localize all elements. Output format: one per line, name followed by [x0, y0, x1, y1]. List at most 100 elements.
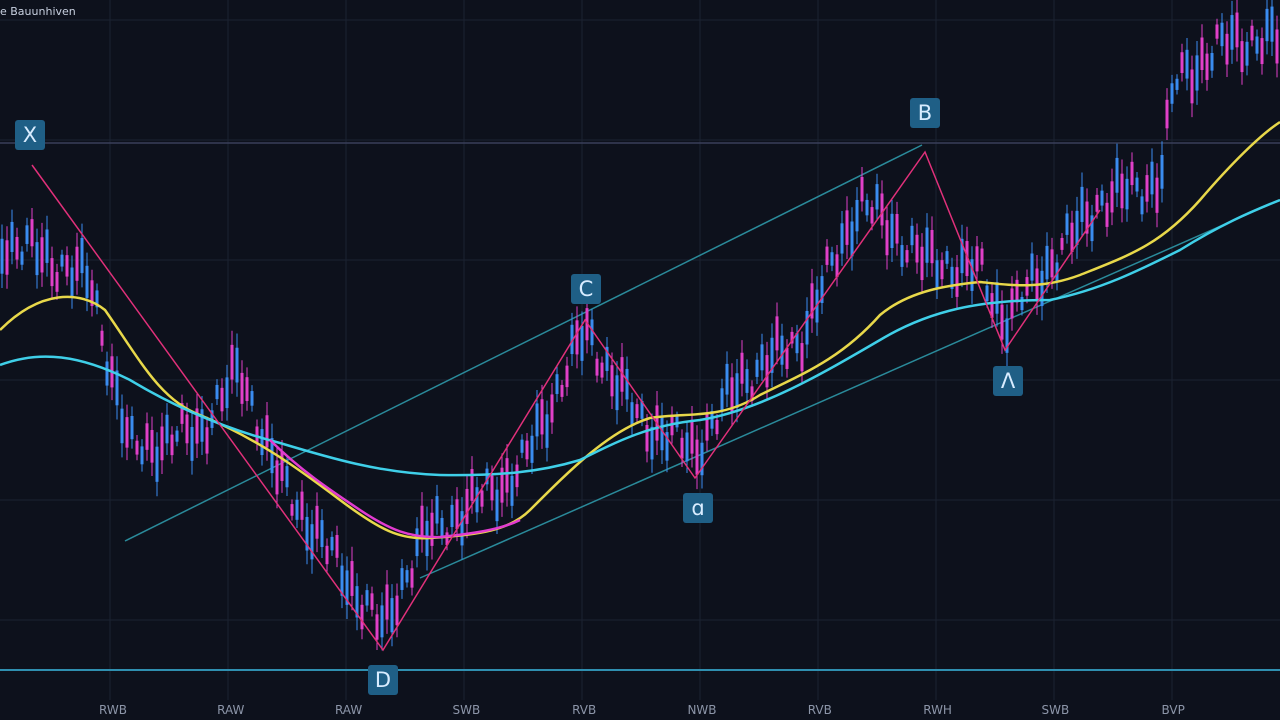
x-tick-label: BVP [1162, 703, 1185, 717]
candle-body [190, 426, 194, 461]
label-box [993, 366, 1023, 396]
candle-body [130, 415, 134, 440]
candle-body [490, 475, 494, 501]
candle-body [430, 512, 434, 546]
candles [0, 0, 1279, 651]
candle-body [990, 293, 994, 318]
label-box [571, 274, 601, 304]
candle-body [395, 595, 399, 626]
candle-body [1170, 83, 1174, 104]
candle-body [610, 365, 614, 397]
x-tick-label: RVB [808, 703, 832, 717]
moving-average-cyan [0, 198, 1280, 477]
candle-body [95, 290, 99, 308]
candle-body [30, 219, 34, 247]
candle-body [865, 199, 869, 216]
candle-body [515, 464, 519, 488]
candle-body [685, 432, 689, 462]
candle-body [925, 227, 929, 263]
candle-body [750, 386, 754, 402]
candle-body [540, 399, 544, 435]
label-box [368, 665, 398, 695]
candle-body [640, 400, 644, 419]
candle-body [165, 414, 169, 444]
x-tick-label: RAW [335, 703, 362, 717]
candle-body [1085, 201, 1089, 234]
candle-body [55, 272, 59, 292]
candle-body [905, 250, 909, 263]
candle-body [290, 504, 294, 516]
candle-body [875, 184, 879, 210]
candle-body [920, 246, 924, 281]
candle-body [60, 254, 64, 267]
header-title: e Bauunhiven [0, 5, 76, 18]
candle-body [795, 333, 799, 354]
candle-body [730, 377, 734, 413]
candle-body [1140, 196, 1144, 215]
candle-body [820, 276, 824, 304]
candle-body [1070, 222, 1074, 252]
candle-body [260, 429, 264, 456]
x-tick-label: RVB [572, 703, 596, 717]
candle-body [870, 207, 874, 224]
candle-body [600, 362, 604, 378]
pattern-label: B [918, 101, 932, 125]
candle-body [245, 377, 249, 402]
candle-body [930, 229, 934, 264]
candle-body [1260, 38, 1264, 65]
candle-body [325, 545, 329, 565]
candle-body [810, 283, 814, 319]
candle-body [125, 417, 129, 448]
candle-body [1150, 161, 1154, 195]
candle-body [380, 605, 384, 638]
candle-body [630, 402, 634, 426]
candle-body [1265, 8, 1269, 42]
candle-body [645, 424, 649, 452]
candle-body [1165, 99, 1169, 129]
candle-body [90, 280, 94, 307]
candle-body [170, 434, 174, 456]
label-box [15, 120, 45, 150]
candle-body [1145, 175, 1149, 202]
candle-body [1075, 210, 1079, 245]
label-box [910, 98, 940, 128]
candle-body [725, 363, 729, 395]
candle-body [445, 532, 449, 546]
candle-body [85, 265, 89, 298]
candle-body [1185, 49, 1189, 79]
candle-body [70, 267, 74, 297]
candle-body [720, 388, 724, 412]
candle-body [1090, 215, 1094, 242]
label-box [683, 493, 713, 523]
candle-body [950, 266, 954, 289]
candle-body [45, 229, 49, 263]
candle-body [285, 466, 289, 488]
candle-body [550, 394, 554, 423]
candle-body [1180, 52, 1184, 74]
candle-body [735, 373, 739, 408]
pattern-label: C [579, 277, 594, 301]
candle-body [635, 404, 639, 419]
candle-body [885, 220, 889, 256]
candle-body [225, 377, 229, 409]
candle-body [265, 415, 269, 448]
candle-body [800, 343, 804, 372]
candle-body [510, 475, 514, 506]
candle-body [895, 214, 899, 244]
candle-body [175, 430, 179, 442]
candle-body [1195, 55, 1199, 91]
candle-body [575, 320, 579, 355]
pattern-label: Λ [1001, 369, 1016, 393]
candle-body [910, 225, 914, 246]
candle-body [675, 416, 679, 428]
candle-body [410, 568, 414, 588]
candle-body [1045, 245, 1049, 280]
candle-body [570, 324, 574, 355]
candle-body [240, 372, 244, 404]
candle-body [585, 308, 589, 341]
candle-body [835, 254, 839, 278]
candle-body [1050, 249, 1054, 278]
candle-body [235, 347, 239, 383]
candle-body [880, 193, 884, 226]
